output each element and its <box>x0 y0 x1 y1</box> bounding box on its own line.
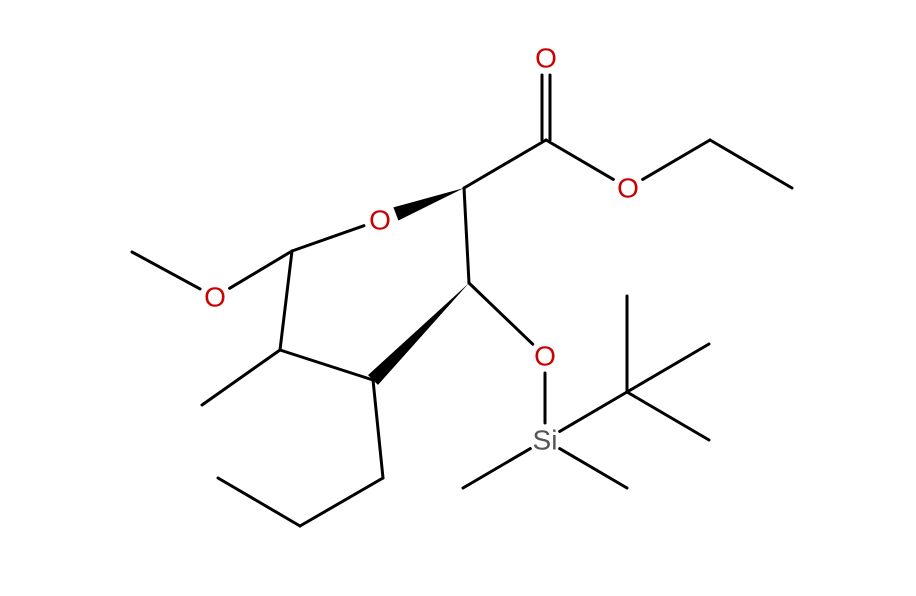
atom-o: O <box>204 282 226 313</box>
chemical-structure: O O O O O Si <box>0 0 916 596</box>
atom-o: O <box>534 341 556 372</box>
atom-o: O <box>535 43 557 74</box>
wedge-bond <box>368 283 469 385</box>
atom-o: O <box>617 173 639 204</box>
atom-o: O <box>369 205 391 236</box>
wedge-bond <box>393 188 464 220</box>
atom-si: Si <box>533 425 558 456</box>
